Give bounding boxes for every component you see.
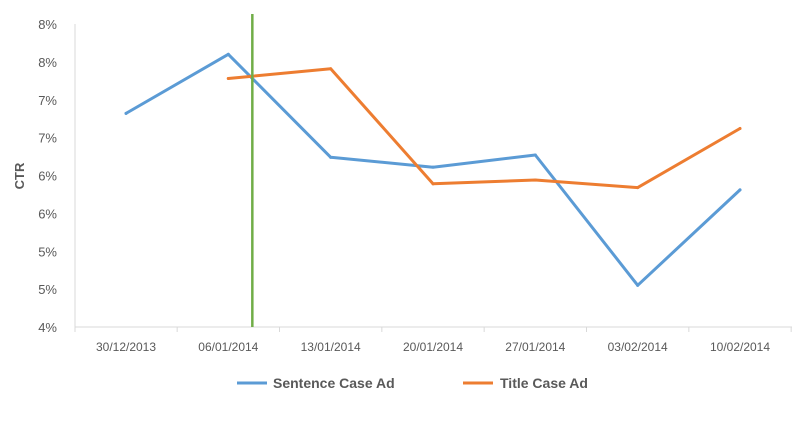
title-case-ad-point	[431, 182, 435, 186]
y-tick-label: 4%	[38, 320, 57, 335]
x-tick-label: 03/02/2014	[608, 340, 668, 354]
y-tick-label: 5%	[38, 282, 57, 297]
sentence-case-ad-point	[431, 165, 435, 169]
sentence-case-ad-point	[124, 111, 128, 115]
y-tick-label: 5%	[38, 244, 57, 259]
y-axis-title: CTR	[12, 162, 27, 189]
x-tick-label: 13/01/2014	[301, 340, 361, 354]
title-case-ad-point	[738, 127, 742, 131]
title-case-ad-legend-label: Title Case Ad	[500, 375, 588, 391]
sentence-case-ad-point	[226, 52, 230, 56]
y-tick-label: 7%	[38, 93, 57, 108]
y-tick-label: 6%	[38, 206, 57, 221]
x-tick-label: 20/01/2014	[403, 340, 463, 354]
x-tick-label: 06/01/2014	[198, 340, 258, 354]
x-axis: 30/12/2013 06/01/2014 13/01/2014 20/01/2014…	[74, 326, 792, 354]
y-tick-label: 8%	[38, 55, 57, 70]
y-tick-label: 8%	[38, 17, 57, 32]
title-case-ad-point	[636, 186, 640, 190]
x-tick-label: 30/12/2013	[96, 340, 156, 354]
y-tick-label: 6%	[38, 169, 57, 184]
title-case-ad-point	[533, 178, 537, 182]
y-tick-label: 7%	[38, 131, 57, 146]
sentence-case-ad-point	[636, 283, 640, 287]
sentence-case-ad-point	[533, 153, 537, 157]
legend: Sentence Case Ad Title Case Ad	[237, 375, 588, 391]
x-tick-label: 27/01/2014	[505, 340, 565, 354]
series-layer	[124, 52, 742, 287]
sentence-case-ad-point	[329, 155, 333, 159]
y-axis: 4% 5% 5% 6% 6% 7% 7% 8% 8%	[38, 17, 76, 335]
x-tick-label: 10/02/2014	[710, 340, 770, 354]
sentence-case-ad-legend-label: Sentence Case Ad	[273, 375, 395, 391]
title-case-ad-point	[329, 67, 333, 71]
title-case-ad-line	[226, 67, 742, 190]
sentence-case-ad-point	[738, 188, 742, 192]
title-case-ad-point	[226, 77, 230, 81]
sentence-case-ad-line	[124, 52, 742, 287]
